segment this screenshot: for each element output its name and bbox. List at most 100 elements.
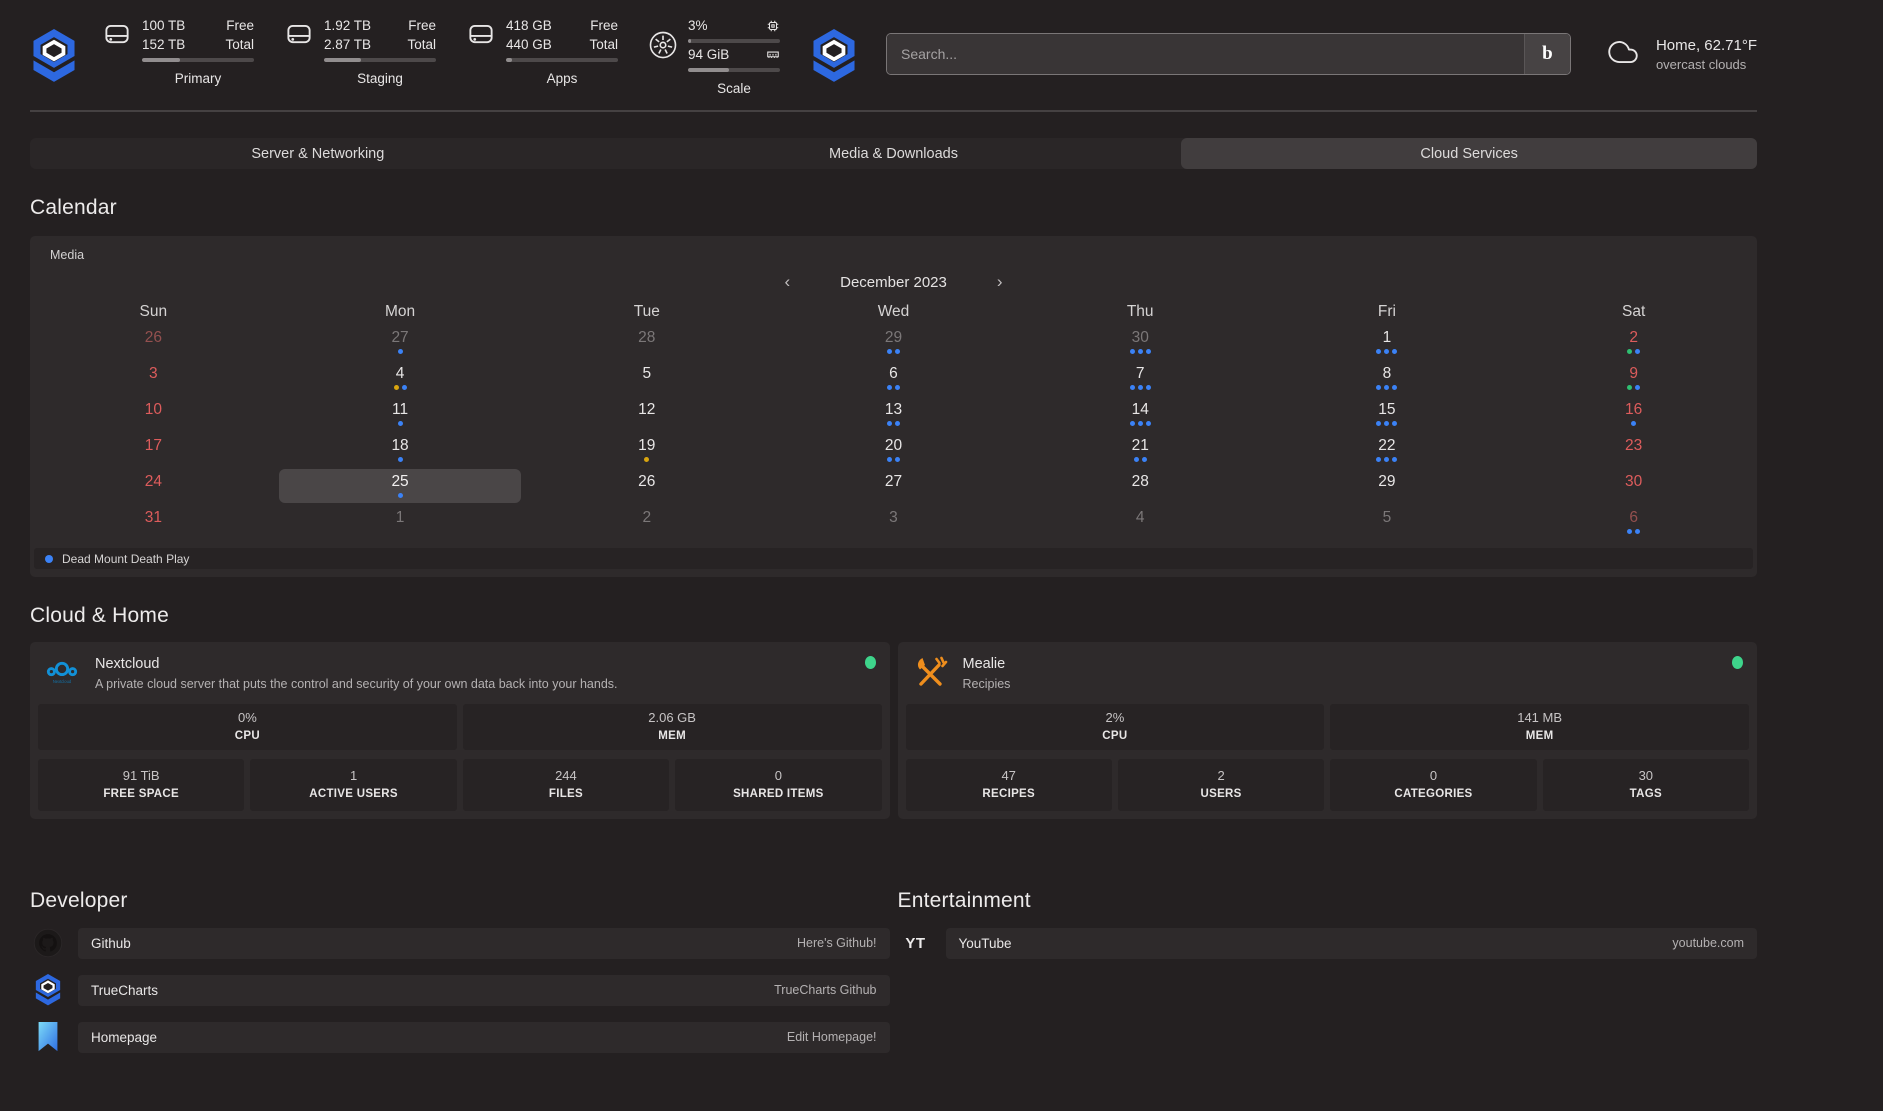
event-dot: [1376, 457, 1381, 462]
disk-stat-row: 100 TBFree: [142, 16, 254, 35]
calendar-day[interactable]: 28: [1017, 469, 1264, 505]
service-stats-row: 91 TiBFREE SPACE1ACTIVE USERS244FILES0SH…: [38, 759, 882, 811]
calendar-day[interactable]: 3: [30, 361, 277, 397]
widget-body: 100 TBFree152 TBTotalPrimary: [142, 16, 254, 96]
prev-month-button[interactable]: ‹: [780, 272, 794, 292]
calendar-day[interactable]: 4: [277, 361, 524, 397]
weather-condition: overcast clouds: [1656, 56, 1757, 73]
calendar-day[interactable]: 2: [1510, 325, 1757, 361]
calendar-day[interactable]: 27: [277, 325, 524, 361]
event-dot: [887, 457, 892, 462]
widget-scale: 3%94 GiBScale: [648, 16, 780, 96]
calendar-day[interactable]: 15: [1264, 397, 1511, 433]
calendar-day[interactable]: 7: [1017, 361, 1264, 397]
calendar-day[interactable]: 22: [1264, 433, 1511, 469]
disk-stat-row: 152 TBTotal: [142, 35, 254, 54]
search-button[interactable]: b: [1524, 34, 1570, 74]
calendar-day[interactable]: 29: [1264, 469, 1511, 505]
day-number: 10: [145, 400, 162, 420]
calendar-day[interactable]: 23: [1510, 433, 1757, 469]
bookmark-homepage[interactable]: HomepageEdit Homepage!: [30, 1020, 890, 1054]
calendar-day[interactable]: 24: [30, 469, 277, 505]
calendar-day[interactable]: 3: [770, 505, 1017, 541]
calendar-day[interactable]: 9: [1510, 361, 1757, 397]
event-dot: [1138, 421, 1143, 426]
calendar-day[interactable]: 31: [30, 505, 277, 541]
day-number: 11: [392, 400, 408, 420]
calendar-day[interactable]: 16: [1510, 397, 1757, 433]
calendar-day[interactable]: 29: [770, 325, 1017, 361]
bookmark-description: Edit Homepage!: [787, 1030, 877, 1044]
service-card-mealie[interactable]: MealieRecipies2%CPU141 MBMEM47RECIPES2US…: [898, 642, 1758, 819]
day-number: 23: [1625, 436, 1642, 456]
calendar-day[interactable]: 12: [523, 397, 770, 433]
stat-recipes: 47RECIPES: [906, 759, 1112, 811]
calendar-day[interactable]: 13: [770, 397, 1017, 433]
service-card-nextcloud[interactable]: NextcloudNextcloudA private cloud server…: [30, 642, 890, 819]
calendar-day[interactable]: 20: [770, 433, 1017, 469]
event-dots: [1130, 348, 1151, 354]
widget-body: 3%94 GiBScale: [688, 16, 780, 96]
day-number: 31: [145, 508, 162, 528]
calendar-day[interactable]: 30: [1510, 469, 1757, 505]
developer-section-title: Developer: [30, 889, 890, 913]
calendar-day[interactable]: 10: [30, 397, 277, 433]
next-month-button[interactable]: ›: [993, 272, 1007, 292]
calendar-day[interactable]: 5: [523, 361, 770, 397]
event-dot: [1635, 385, 1640, 390]
event-dot: [895, 349, 900, 354]
dashboard-page: 100 TBFree152 TBTotalPrimary1.92 TBFree2…: [0, 0, 1883, 1054]
calendar-day-header: Wed: [770, 298, 1017, 325]
calendar-day[interactable]: 28: [523, 325, 770, 361]
homepage-icon: [30, 1020, 66, 1054]
calendar-day[interactable]: 2: [523, 505, 770, 541]
calendar-day[interactable]: 6: [1510, 505, 1757, 541]
cloud-home-section-title: Cloud & Home: [30, 604, 1757, 628]
calendar-day[interactable]: 6: [770, 361, 1017, 397]
tab-cloud-services[interactable]: Cloud Services: [1181, 138, 1757, 169]
bookmark-truecharts[interactable]: TrueChartsTrueCharts Github: [30, 973, 890, 1007]
tab-media-downloads[interactable]: Media & Downloads: [606, 138, 1182, 169]
event-dots: [1130, 420, 1151, 426]
widget-title: Apps: [506, 71, 618, 86]
calendar-day[interactable]: 5: [1264, 505, 1511, 541]
stat-label: FILES: [463, 787, 669, 801]
event-dot: [1146, 421, 1151, 426]
day-number: 17: [145, 436, 162, 456]
bookmark-youtube[interactable]: YTYouTubeyoutube.com: [898, 926, 1758, 960]
calendar-day[interactable]: 1: [277, 505, 524, 541]
event-dot: [887, 349, 892, 354]
calendar-day[interactable]: 17: [30, 433, 277, 469]
calendar-day[interactable]: 14: [1017, 397, 1264, 433]
stat-categories: 0CATEGORIES: [1330, 759, 1536, 811]
service-stats-row: 2%CPU141 MBMEM: [906, 704, 1750, 750]
service-card-text: MealieRecipies: [963, 655, 1011, 693]
calendar-day[interactable]: 21: [1017, 433, 1264, 469]
day-number: 30: [1132, 328, 1149, 348]
calendar-day[interactable]: 1: [1264, 325, 1511, 361]
event-dots: [887, 348, 900, 354]
calendar-day[interactable]: 4: [1017, 505, 1264, 541]
calendar-day[interactable]: 30: [1017, 325, 1264, 361]
calendar-day[interactable]: 8: [1264, 361, 1511, 397]
bookmark-description: TrueCharts Github: [774, 983, 876, 997]
tab-server-networking[interactable]: Server & Networking: [30, 138, 606, 169]
day-number: 1: [1383, 328, 1392, 348]
resource-widgets: 100 TBFree152 TBTotalPrimary1.92 TBFree2…: [102, 16, 810, 96]
bookmark-github[interactable]: GithubHere's Github!: [30, 926, 890, 960]
calendar-day[interactable]: 19: [523, 433, 770, 469]
day-number: 9: [1629, 364, 1638, 384]
search-input[interactable]: [887, 34, 1524, 74]
calendar-day-header: Fri: [1264, 298, 1511, 325]
calendar-day[interactable]: 27: [770, 469, 1017, 505]
calendar-day[interactable]: 11: [277, 397, 524, 433]
calendar-day[interactable]: 26: [30, 325, 277, 361]
calendar-day[interactable]: 18: [277, 433, 524, 469]
stat-label: MEM: [1330, 729, 1749, 743]
calendar-day[interactable]: 26: [523, 469, 770, 505]
event-dot: [1384, 457, 1389, 462]
weather-widget: Home, 62.71°F overcast clouds: [1603, 36, 1757, 73]
truecharts-logo-icon: [30, 29, 78, 83]
event-dot: [1384, 385, 1389, 390]
calendar-day[interactable]: 25: [277, 469, 524, 505]
